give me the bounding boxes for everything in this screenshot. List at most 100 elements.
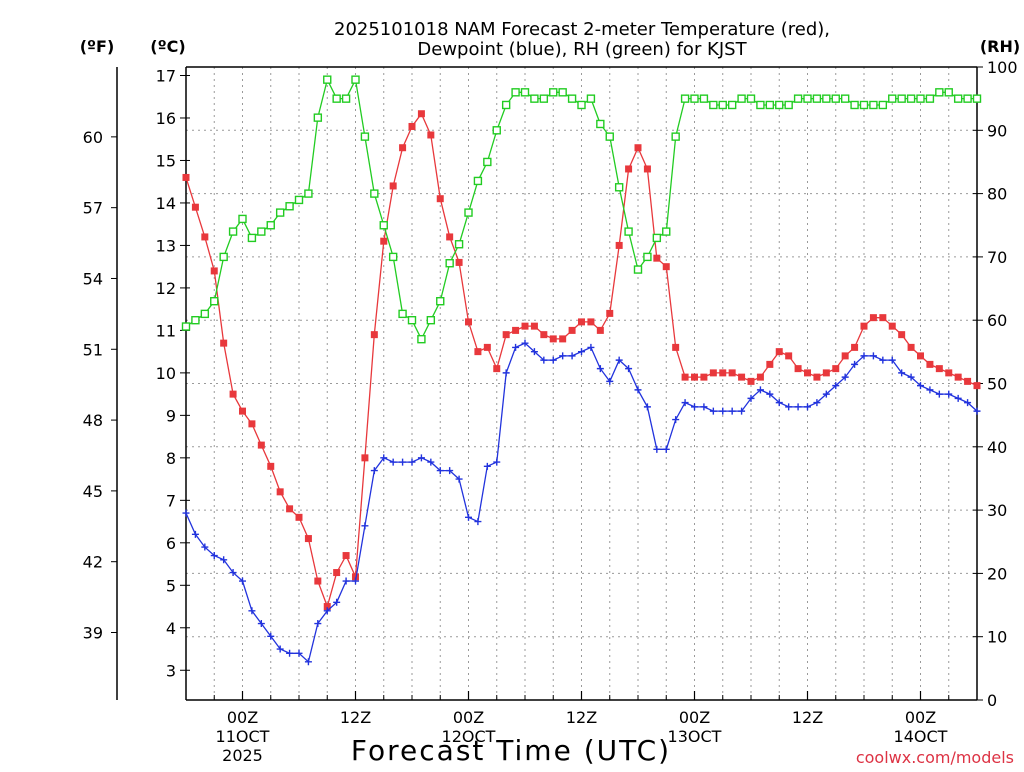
temperature-point <box>427 131 435 139</box>
temperature-point <box>399 144 407 152</box>
watermark: coolwx.com/models <box>856 748 1014 767</box>
temperature-point <box>917 352 924 360</box>
temperature-point <box>907 343 915 351</box>
rh-point <box>850 100 859 110</box>
dewpoint-point <box>512 343 520 351</box>
x-tick-label-time: 12Z <box>792 708 823 727</box>
x-tick-label-date: 13OCT <box>668 727 722 746</box>
rh-point <box>247 233 257 243</box>
temperature-point <box>530 322 538 330</box>
rh-point <box>351 75 360 84</box>
temperature-point <box>229 390 237 398</box>
temperature-point <box>540 331 548 339</box>
rh-tick-label: 100 <box>987 58 1018 77</box>
temperature-point <box>417 110 425 118</box>
dewpoint-point <box>832 382 840 390</box>
temperature-point <box>738 373 746 381</box>
fahrenheit-tick-label: 39 <box>83 623 103 642</box>
dewpoint-point <box>672 416 680 424</box>
dewpoint-point <box>888 356 896 364</box>
temperature-point <box>323 603 331 611</box>
x-tick-label-time: 12Z <box>566 708 597 727</box>
dewpoint-point <box>662 445 670 453</box>
rh-point <box>718 100 727 110</box>
temperature-point <box>681 373 689 381</box>
dewpoint-point <box>540 356 548 364</box>
dewpoint-point <box>559 352 567 360</box>
rh-point <box>228 227 238 236</box>
rh-point <box>784 100 793 110</box>
rh-point <box>520 88 530 97</box>
temperature-point <box>314 577 322 585</box>
dewpoint-point <box>304 658 312 666</box>
temperature-point <box>841 352 849 360</box>
dewpoint-point <box>766 390 774 398</box>
chart-axes: 3456789101112131415161739424548515457600… <box>83 58 1018 765</box>
dewpoint-point <box>201 543 209 551</box>
dewpoint-point <box>295 649 303 657</box>
dewpoint-point <box>455 475 463 483</box>
rh-point <box>275 208 285 217</box>
rh-point <box>652 233 662 243</box>
temperature-point <box>389 182 397 190</box>
dewpoint-point <box>502 369 510 377</box>
temperature-point <box>606 309 614 317</box>
fahrenheit-unit-label: (ºF) <box>80 37 115 56</box>
dewpoint-point <box>973 407 981 415</box>
temperature-point <box>191 203 199 211</box>
temperature-point <box>342 552 350 560</box>
rh-tick-label: 70 <box>987 248 1007 267</box>
temperature-point <box>860 322 868 330</box>
dewpoint-point <box>898 369 906 377</box>
rh-point <box>549 88 558 97</box>
dewpoint-point <box>427 458 435 466</box>
rh-point <box>567 94 577 103</box>
dewpoint-point <box>822 390 830 398</box>
dewpoint-point <box>879 356 887 364</box>
rh-point <box>888 94 897 103</box>
rh-point <box>935 88 944 97</box>
rh-point <box>878 100 888 110</box>
temperature-point <box>333 569 341 577</box>
dewpoint-point <box>578 348 585 356</box>
rh-tick-label: 0 <box>987 691 997 710</box>
fahrenheit-tick-label: 60 <box>83 128 103 147</box>
dewpoint-point <box>813 399 821 407</box>
dewpoint-point <box>267 632 275 640</box>
dewpoint-point <box>389 458 397 466</box>
rh-point <box>181 322 191 331</box>
rh-point <box>200 309 210 319</box>
dewpoint-point <box>841 373 849 381</box>
temperature-point <box>201 233 209 241</box>
rh-point <box>238 214 247 224</box>
rh-point <box>539 94 549 103</box>
temperature-point <box>182 173 190 181</box>
celsius-tick-label: 16 <box>156 109 176 128</box>
rh-point <box>426 316 436 325</box>
dewpoint-point <box>286 649 294 657</box>
dewpoint-point <box>964 399 972 407</box>
rh-tick-label: 30 <box>987 501 1007 520</box>
celsius-tick-label: 4 <box>166 619 176 638</box>
temperature-point <box>276 488 284 496</box>
celsius-tick-label: 6 <box>166 534 176 553</box>
rh-point <box>859 100 869 110</box>
temperature-point <box>794 365 802 373</box>
rh-point <box>793 94 803 103</box>
dewpoint-point <box>210 552 218 560</box>
dewpoint-point <box>785 403 793 411</box>
rh-point <box>558 88 567 97</box>
temperature-point <box>502 331 510 339</box>
dewpoint-point <box>220 556 228 564</box>
fahrenheit-tick-label: 45 <box>83 482 103 501</box>
dewpoint-point <box>596 365 604 373</box>
rh-point <box>812 94 822 103</box>
rh-point <box>803 94 812 103</box>
rh-point <box>332 94 341 103</box>
temperature-point <box>813 373 821 381</box>
rh-tick-label: 40 <box>987 438 1007 457</box>
temperature-point <box>653 254 661 262</box>
temperature-point <box>691 373 698 381</box>
rh-point <box>690 94 699 103</box>
temperature-point <box>267 462 275 470</box>
